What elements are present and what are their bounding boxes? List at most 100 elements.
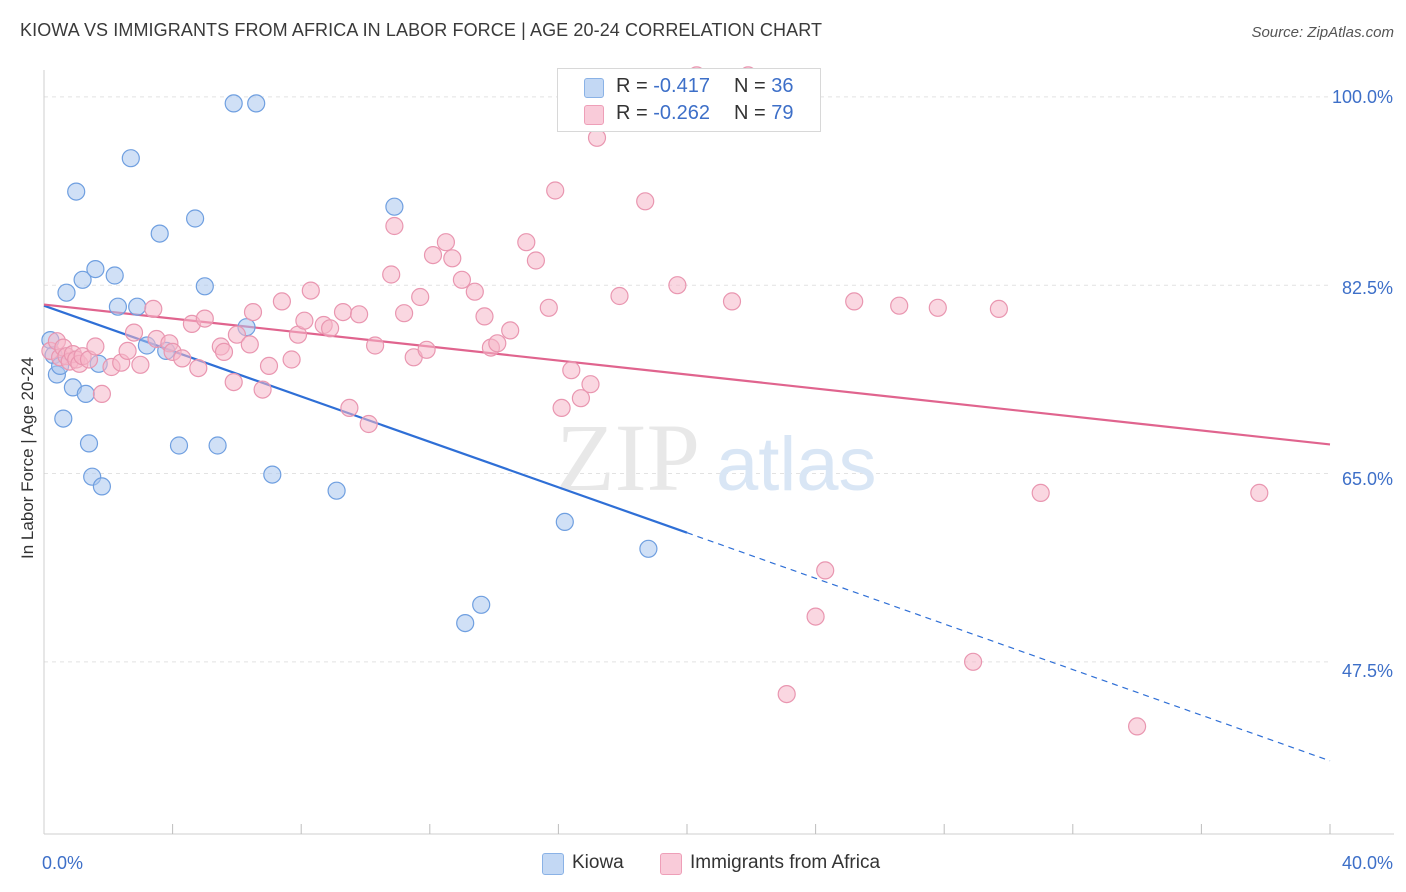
africa-point (86, 337, 105, 356)
africa-point (488, 334, 507, 353)
africa-point (1127, 717, 1147, 736)
legend-r-value: -0.417 (653, 75, 710, 97)
africa-point (928, 298, 947, 317)
africa-point (571, 389, 591, 408)
africa-point (845, 292, 864, 311)
africa-point (963, 652, 983, 671)
africa-point (539, 298, 558, 317)
africa-point (411, 287, 430, 307)
kiowa-point (208, 436, 227, 455)
watermark-zip: ZIP (556, 404, 700, 511)
y-tick-label: 82.5% (1341, 278, 1393, 298)
legend-r-label: R = (616, 75, 648, 97)
africa-point (526, 251, 546, 270)
watermark: ZIP atlas (556, 404, 877, 511)
kiowa-point (128, 297, 147, 316)
africa-point (722, 292, 742, 311)
kiowa-point (73, 270, 92, 289)
y-tick-label: 47.5% (1341, 661, 1393, 681)
africa-point (562, 361, 581, 380)
legend-r-label: R = (616, 102, 648, 124)
africa-point (272, 292, 291, 311)
africa-point (92, 384, 112, 403)
africa-point (452, 270, 471, 289)
africa-point (340, 398, 359, 417)
kiowa-point (456, 613, 475, 633)
axes (43, 70, 1394, 835)
kiowa-point (54, 409, 73, 428)
kiowa-point (327, 481, 346, 500)
trendlines (43, 303, 1331, 762)
africa-trendline (43, 303, 1331, 446)
africa-point (816, 561, 835, 580)
legend-n-value: 79 (771, 102, 794, 124)
x-tick-label: 40.0% (1341, 853, 1393, 873)
africa-point (552, 398, 571, 417)
x-tick-label: 0.0% (42, 853, 84, 873)
source-label: Source: ZipAtlas.com (1251, 24, 1394, 41)
africa-point (501, 321, 520, 340)
kiowa-point (169, 436, 189, 455)
africa-point (581, 375, 600, 394)
legend-r-value: -0.262 (653, 102, 710, 124)
legend-swatch-kiowa (542, 853, 564, 875)
africa-point (1250, 483, 1269, 502)
kiowa-point (247, 94, 266, 113)
legend-n-label: N = (734, 102, 766, 124)
kiowa-trendline-extension (686, 532, 1331, 762)
y-tick-label: 100.0% (1331, 87, 1393, 107)
points (41, 66, 1269, 736)
kiowa-point (76, 384, 95, 403)
africa-point (382, 265, 401, 284)
kiowa-point (86, 260, 105, 279)
kiowa-point (385, 197, 404, 216)
kiowa-point (263, 465, 282, 484)
legend-n-label: N = (734, 75, 766, 97)
africa-point (333, 303, 353, 322)
kiowa-point (555, 512, 574, 532)
africa-point (636, 192, 655, 211)
africa-point (359, 414, 378, 434)
africa-point (436, 233, 455, 252)
series-legend: Kiowa Immigrants from Africa (0, 852, 1406, 876)
kiowa-point (57, 283, 76, 302)
kiowa-point (224, 94, 243, 113)
africa-point (806, 607, 825, 626)
africa-point (777, 684, 796, 704)
kiowa-point (67, 182, 86, 201)
kiowa-point (92, 477, 112, 496)
watermark-atlas: atlas (716, 422, 877, 507)
africa-point (423, 246, 443, 265)
africa-point (546, 181, 565, 200)
africa-point (366, 336, 385, 355)
africa-point (321, 319, 340, 338)
africa-point (989, 299, 1009, 318)
africa-point (124, 323, 144, 342)
africa-point (227, 325, 246, 344)
legend-swatch-africa (660, 853, 682, 875)
africa-point (240, 335, 259, 354)
legend-label-africa: Immigrants from Africa (690, 852, 881, 873)
africa-point (475, 307, 494, 326)
kiowa-point (105, 266, 124, 285)
africa-point (668, 276, 687, 295)
kiowa-point (639, 539, 658, 558)
y-tick-label: 65.0% (1341, 469, 1393, 489)
africa-point (131, 355, 150, 374)
kiowa-point (79, 434, 99, 453)
africa-point (385, 216, 404, 236)
africa-point (350, 305, 369, 324)
africa-point (189, 359, 208, 378)
africa-point (195, 309, 214, 328)
africa-point (301, 281, 320, 300)
kiowa-point (121, 149, 140, 168)
africa-point (243, 303, 263, 322)
legend-swatch-kiowa (584, 78, 604, 98)
legend-n-value: 36 (771, 75, 794, 97)
africa-point (465, 282, 484, 301)
legend-swatch-africa (584, 105, 604, 125)
africa-point (295, 311, 314, 330)
africa-point (890, 296, 909, 315)
africa-point (443, 249, 462, 268)
